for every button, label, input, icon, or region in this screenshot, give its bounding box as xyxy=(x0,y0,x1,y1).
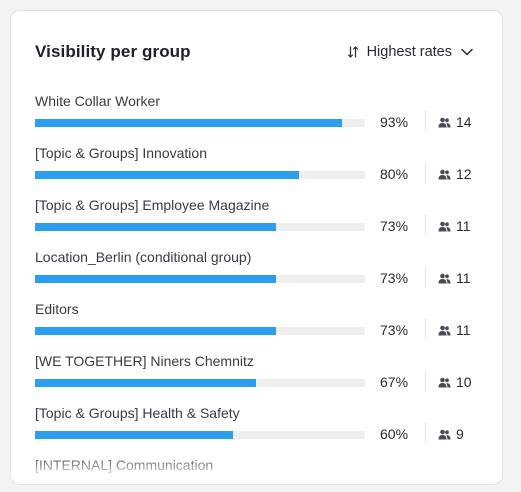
group-name: [INTERNAL] Communication xyxy=(35,457,214,473)
visibility-bar-fill xyxy=(35,483,217,484)
visibility-bar-fill xyxy=(35,327,276,335)
visibility-percent: 93% xyxy=(380,114,409,130)
visibility-bar-fill xyxy=(35,171,299,179)
member-count: 11 xyxy=(438,218,471,234)
group-row[interactable]: White Collar Worker 93% 14 xyxy=(35,91,502,143)
users-icon xyxy=(438,325,451,336)
visibility-percent: 80% xyxy=(380,166,409,182)
member-count: 14 xyxy=(438,114,472,130)
visibility-bar-track xyxy=(35,379,365,387)
group-row[interactable]: Editors 73% 11 xyxy=(35,299,502,351)
visibility-bar-fill xyxy=(35,223,276,231)
group-name: Location_Berlin (conditional group) xyxy=(35,249,252,265)
group-row[interactable]: [Topic & Groups] Employee Magazine 73% 11 xyxy=(35,195,502,247)
member-count: 9 xyxy=(438,426,464,442)
member-count-value: 14 xyxy=(456,114,472,130)
visibility-bar-fill xyxy=(35,119,342,127)
group-name: Editors xyxy=(35,301,79,317)
visibility-bar-track xyxy=(35,223,365,231)
member-count-value: 11 xyxy=(456,270,471,286)
group-name: [WE TOGETHER] Niners Chemnitz xyxy=(35,353,254,369)
divider xyxy=(425,163,426,183)
divider xyxy=(425,111,426,131)
divider xyxy=(425,371,426,391)
member-count: 12 xyxy=(438,166,472,182)
visibility-bar-track xyxy=(35,327,365,335)
visibility-percent: 67% xyxy=(380,374,409,390)
group-name: [Topic & Groups] Employee Magazine xyxy=(35,197,270,213)
group-row[interactable]: [WE TOGETHER] Niners Chemnitz 67% 10 xyxy=(35,351,502,403)
member-count-value: 10 xyxy=(456,374,472,390)
divider xyxy=(425,319,426,339)
sort-dropdown[interactable]: Highest rates xyxy=(347,44,474,60)
visibility-percent: 73% xyxy=(380,322,409,338)
chevron-down-icon xyxy=(460,45,474,59)
member-count-value: 9 xyxy=(456,426,464,442)
group-name: [Topic & Groups] Innovation xyxy=(35,145,207,161)
visibility-bar-track xyxy=(35,119,365,127)
member-count-value: 11 xyxy=(456,322,471,338)
sort-arrows-icon xyxy=(347,46,359,58)
member-count-value: 11 xyxy=(456,218,471,234)
group-row[interactable]: [Topic & Groups] Innovation 80% 12 xyxy=(35,143,502,195)
visibility-bar-track xyxy=(35,171,365,179)
visibility-bar-track xyxy=(35,483,365,484)
users-icon xyxy=(438,221,451,232)
member-count: 10 xyxy=(438,374,472,390)
visibility-bar-fill xyxy=(35,431,233,439)
divider xyxy=(425,267,426,287)
visibility-bar-fill xyxy=(35,275,276,283)
divider xyxy=(425,215,426,235)
visibility-percent: 73% xyxy=(380,270,409,286)
users-icon xyxy=(438,273,451,284)
group-list: White Collar Worker 93% 14 [Topic & Groups]… xyxy=(35,91,502,484)
visibility-bar-fill xyxy=(35,379,257,387)
member-count: 11 xyxy=(438,270,471,286)
users-icon xyxy=(438,429,451,440)
group-row[interactable]: [Topic & Groups] Health & Safety 60% 9 xyxy=(35,403,502,455)
visibility-bar-track xyxy=(35,431,365,439)
group-row[interactable]: Location_Berlin (conditional group) 73% 11 xyxy=(35,247,502,299)
sort-label: Highest rates xyxy=(366,44,452,60)
group-name: [Topic & Groups] Health & Safety xyxy=(35,405,240,421)
group-name: White Collar Worker xyxy=(35,93,160,109)
visibility-percent: 60% xyxy=(380,426,409,442)
card-title: Visibility per group xyxy=(35,42,191,61)
member-count: 11 xyxy=(438,322,471,338)
card-header: Visibility per group Highest rates xyxy=(35,39,474,65)
users-icon xyxy=(438,169,451,180)
group-row[interactable]: [INTERNAL] Communication xyxy=(35,455,502,484)
visibility-card: Visibility per group Highest rates White… xyxy=(10,10,503,485)
visibility-percent: 73% xyxy=(380,218,409,234)
member-count-value: 12 xyxy=(456,166,472,182)
users-icon xyxy=(438,377,451,388)
divider xyxy=(425,423,426,443)
visibility-bar-track xyxy=(35,275,365,283)
users-icon xyxy=(438,117,451,128)
